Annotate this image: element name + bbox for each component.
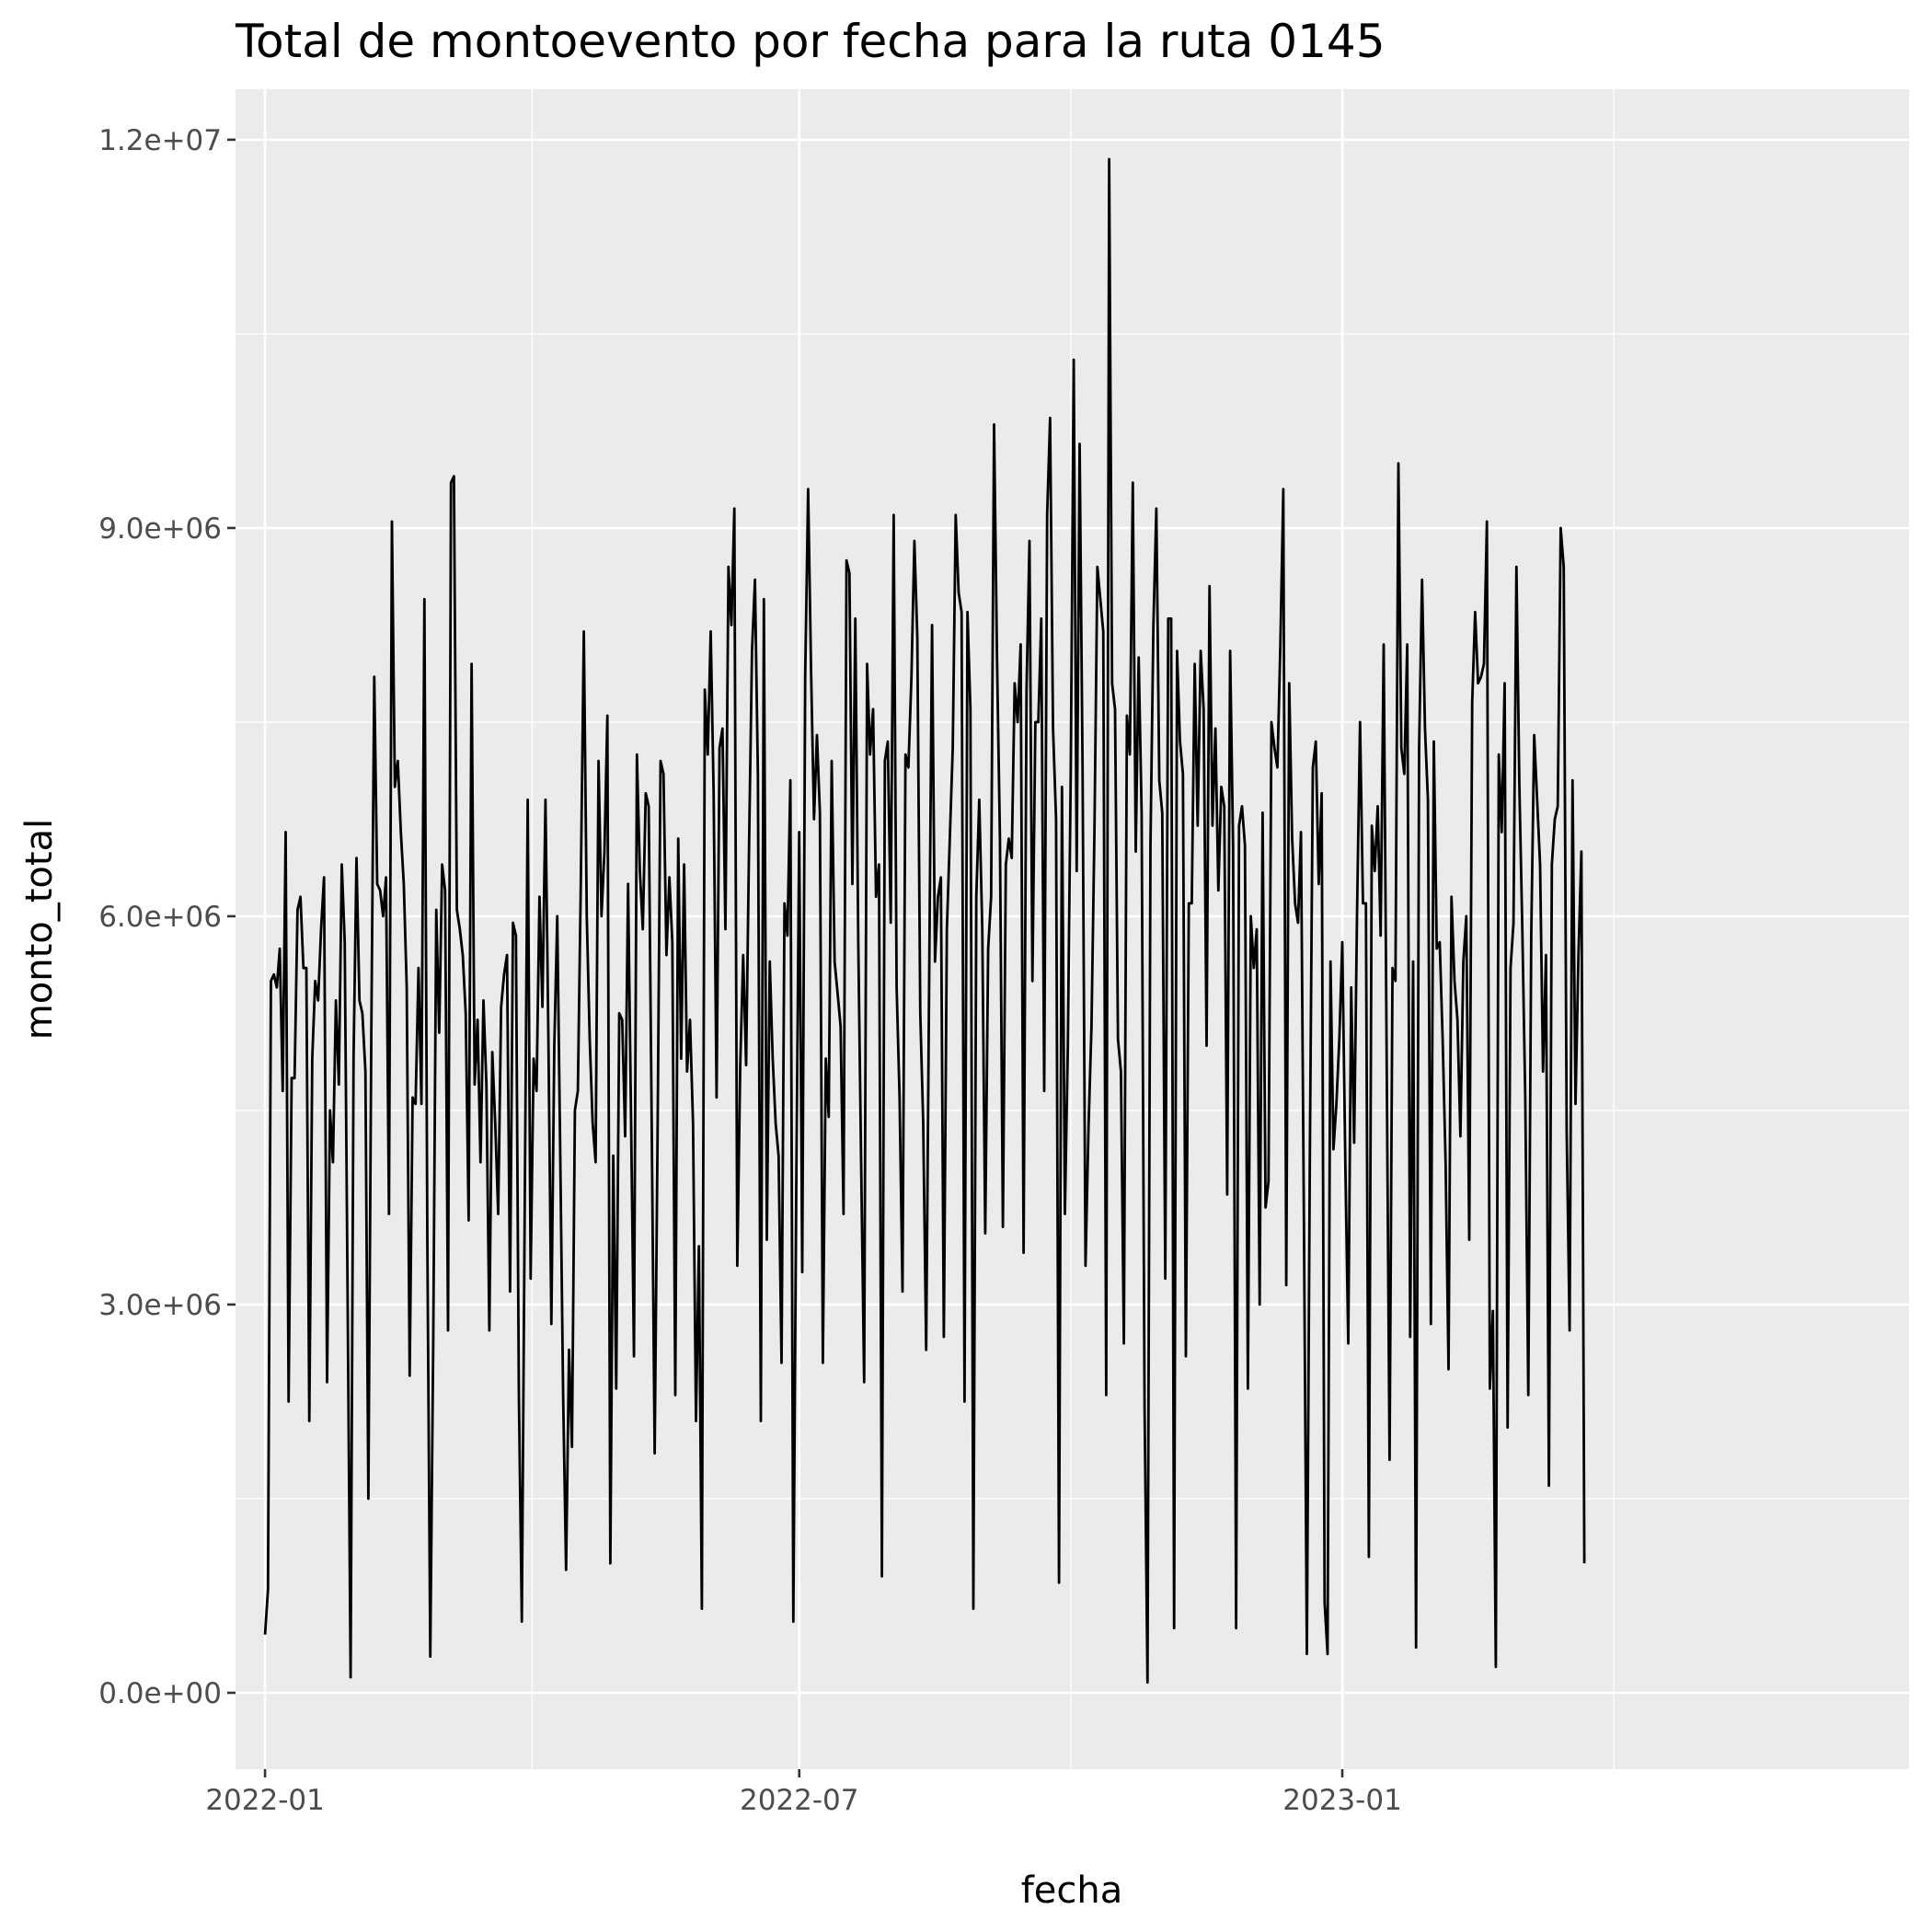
x-tick-label: 2023-01 xyxy=(1282,1784,1402,1817)
x-axis-title: fecha xyxy=(1021,1869,1123,1912)
y-tick-label: 3.0e+06 xyxy=(98,1289,222,1322)
plot-panel xyxy=(236,89,1909,1769)
x-tick-label: 2022-01 xyxy=(205,1784,325,1817)
y-tick-label: 6.0e+06 xyxy=(98,901,222,934)
y-tick-label: 1.2e+07 xyxy=(98,124,222,157)
series-layer xyxy=(263,157,1586,1685)
y-tick-label: 9.0e+06 xyxy=(98,512,222,546)
y-tick-label: 0.0e+00 xyxy=(98,1677,222,1710)
x-axis: 2022-01 2022-07 2023-01 xyxy=(205,1769,1402,1817)
chart-title: Total de montoevento por fecha para la r… xyxy=(235,15,1386,68)
series-line xyxy=(263,157,1586,1685)
x-tick-label: 2022-07 xyxy=(740,1784,859,1817)
y-axis-title: monto_total xyxy=(18,819,61,1040)
y-axis: 0.0e+00 3.0e+06 6.0e+06 9.0e+06 1.2e+07 xyxy=(98,124,236,1710)
